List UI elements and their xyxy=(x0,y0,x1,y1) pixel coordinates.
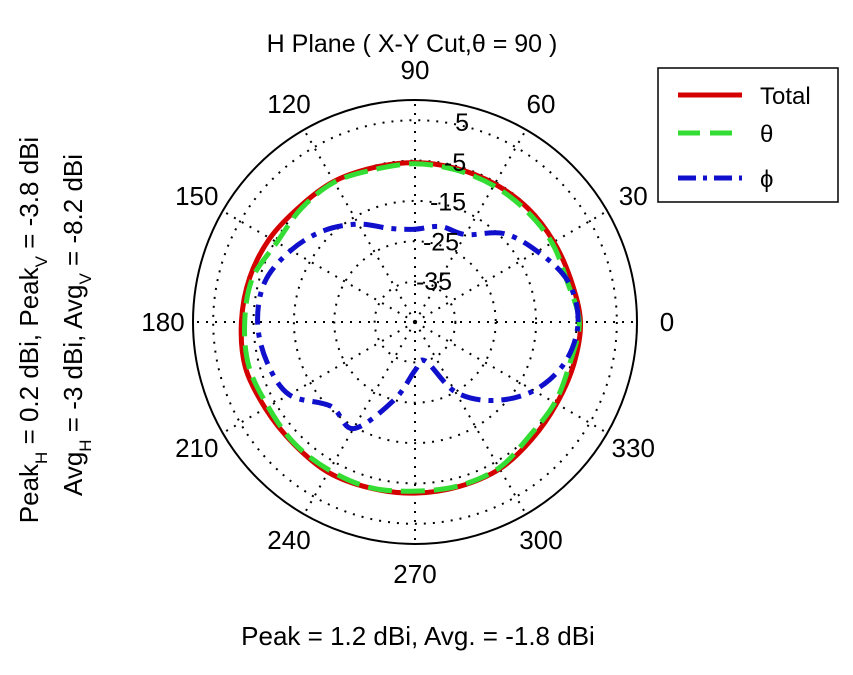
side-text-line-1: PeakH = 0.2 dBi, PeakV = -3.8 dBi xyxy=(14,137,51,523)
grid-spoke xyxy=(222,210,416,323)
outer-circle xyxy=(192,99,638,545)
radial-tick-label: -25 xyxy=(423,228,459,256)
grid-spoke xyxy=(414,129,527,323)
angle-tick-label: 90 xyxy=(401,55,430,85)
polar-grid xyxy=(192,99,638,545)
angle-tick-label: 240 xyxy=(267,525,310,555)
angle-tick-label: 300 xyxy=(519,525,562,555)
radial-tick-label: -5 xyxy=(444,149,466,177)
grid-ring xyxy=(373,280,457,364)
angle-tick-label: 180 xyxy=(141,307,184,337)
peak-avg-side-text: PeakH = 0.2 dBi, PeakV = -3.8 dBi AvgH =… xyxy=(14,137,95,523)
angle-tick-label: 30 xyxy=(619,181,648,211)
chart-title: H Plane ( X-Y Cut,θ = 90 ) xyxy=(267,30,558,58)
grid-spoke xyxy=(303,129,416,323)
angle-tick-label: 60 xyxy=(527,89,556,119)
legend-label-total: Total xyxy=(760,83,811,110)
legend-label-phi: ϕ xyxy=(760,166,773,193)
grid-spoke xyxy=(222,321,416,434)
radial-tick-label: 5 xyxy=(455,109,469,137)
angle-tick-label: 270 xyxy=(393,559,436,589)
angle-tick-label: 330 xyxy=(612,433,655,463)
angle-tick-label: 120 xyxy=(267,89,310,119)
grid-ring xyxy=(252,159,578,485)
grid-spoke xyxy=(414,210,608,323)
side-text-line-2: AvgH = -3 dBi, AvgV = -8.2 dBi xyxy=(58,154,95,496)
series-curve-theta xyxy=(242,161,582,494)
grid-ring xyxy=(292,199,538,445)
legend-label-theta: θ xyxy=(760,121,773,148)
series-curve-phi xyxy=(255,221,581,432)
angle-tick-labels: 0 30 60 90 120 150 180 210 240 270 300 330 xyxy=(141,55,674,589)
grid-spoke xyxy=(414,321,527,515)
grid-ring xyxy=(333,240,497,404)
radial-tick-label: -15 xyxy=(430,189,466,217)
bottom-summary: Peak = 1.2 dBi, Avg. = -1.8 dBi xyxy=(241,621,595,651)
grid-spoke xyxy=(414,321,608,434)
legend: Total θ ϕ xyxy=(657,67,839,203)
radial-tick-label: -35 xyxy=(416,268,452,296)
radial-tick-labels: -35 -25 -15 -5 5 xyxy=(416,109,469,296)
angle-tick-label: 150 xyxy=(175,181,218,211)
grid-ring xyxy=(212,119,618,525)
angle-tick-label: 0 xyxy=(660,307,674,337)
angle-tick-label: 210 xyxy=(175,433,218,463)
grid-spoke xyxy=(303,321,416,515)
series-curves xyxy=(238,160,584,496)
